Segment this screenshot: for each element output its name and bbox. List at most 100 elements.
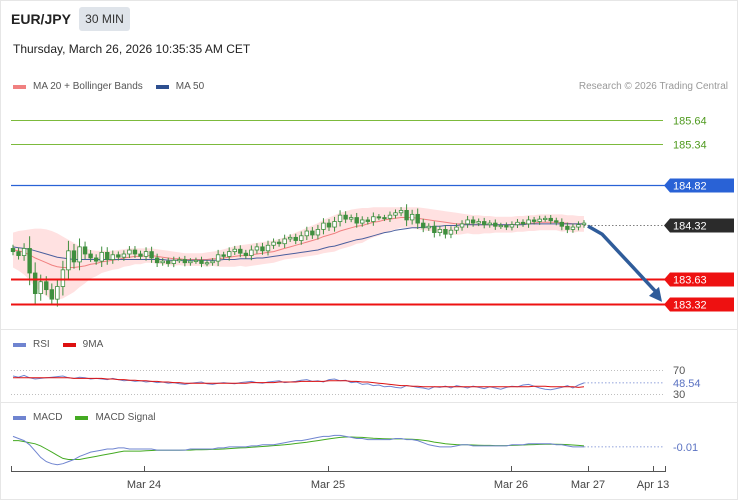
candle-body <box>60 269 66 287</box>
candle-body <box>44 281 49 291</box>
rsi-tick-70: 70 <box>673 365 685 377</box>
candle-body <box>437 229 443 234</box>
candle-body <box>243 252 249 256</box>
candle-body <box>210 260 215 264</box>
macd-last-value: -0.01 <box>673 442 698 454</box>
candle-body <box>188 260 193 264</box>
pivot-label-box <box>664 178 734 193</box>
candle-body <box>276 241 282 245</box>
bollinger-band-area <box>13 207 584 300</box>
candle-body <box>454 226 459 231</box>
candle-body <box>559 221 565 227</box>
candle-body <box>49 289 55 300</box>
candle-body <box>315 229 321 236</box>
candle-body <box>520 221 526 225</box>
rsi-ma-legend-label: 9MA <box>82 339 104 350</box>
candle-body <box>199 259 204 264</box>
support-label-box-6 <box>664 297 734 312</box>
candle-body <box>498 225 504 228</box>
candle-body <box>504 225 509 228</box>
candle-body <box>299 235 304 241</box>
candle-body <box>88 253 93 259</box>
candle-body <box>415 213 420 224</box>
pivot-label: 184.82 <box>673 181 707 193</box>
candle-body <box>570 226 576 230</box>
candle-body <box>409 213 415 221</box>
candle-body <box>182 259 188 264</box>
macd-line <box>12 434 584 466</box>
candle-body <box>581 222 587 226</box>
candle-body <box>221 254 226 257</box>
resistance-label-2: 185.34 <box>673 140 707 152</box>
price-legend: MA 20 + Bollinger Bands MA 50 <box>13 81 204 92</box>
candle-body <box>476 221 481 224</box>
forecast-arrow-line <box>587 224 658 294</box>
candle-body <box>321 222 326 230</box>
candle-body <box>404 210 409 221</box>
x-tick-label-4: Apr 13 <box>637 479 669 491</box>
x-tick-label-0: Mar 24 <box>127 479 161 491</box>
timeframe-badge[interactable]: 30 MIN <box>79 7 130 31</box>
rsi-ma-legend-swatch <box>62 342 76 347</box>
candle-body <box>382 217 387 220</box>
x-tick-label-2: Mar 26 <box>494 479 528 491</box>
candle-body <box>343 214 348 220</box>
candle-body <box>304 230 310 237</box>
ma20-legend-swatch <box>13 84 26 89</box>
candle-body <box>293 236 298 241</box>
candle-body <box>138 253 143 257</box>
support-label-6: 183.32 <box>673 300 707 312</box>
candles-group <box>10 204 587 307</box>
candle-body <box>332 221 337 228</box>
rsi-line <box>12 374 585 391</box>
candle-body <box>565 225 570 230</box>
candle-body <box>160 260 165 264</box>
symbol-title: EUR/JPY <box>11 11 71 27</box>
x-tick-label-1: Mar 25 <box>311 479 345 491</box>
candle-body <box>515 221 520 226</box>
candle-body <box>542 217 548 220</box>
candle-body <box>82 246 88 255</box>
rsi-tick-30: 30 <box>673 389 685 401</box>
candle-body <box>21 248 27 256</box>
candle-body <box>376 216 382 219</box>
candle-body <box>16 251 21 256</box>
macd-signal-legend-label: MACD Signal <box>95 412 156 423</box>
rsi-legend-label: RSI <box>33 339 50 350</box>
candle-body <box>55 286 60 300</box>
candle-body <box>249 249 254 256</box>
candle-body <box>487 222 492 226</box>
candle-body <box>121 253 127 258</box>
candle-body <box>166 260 171 264</box>
candle-body <box>177 259 182 262</box>
candle-body <box>470 219 476 224</box>
candle-body <box>531 219 537 222</box>
candle-body <box>310 230 315 236</box>
candle-body <box>365 219 370 222</box>
candle-body <box>448 229 454 235</box>
candle-body <box>360 219 365 224</box>
candle-body <box>238 248 243 254</box>
candle-body <box>127 249 132 255</box>
candle-body <box>171 259 176 264</box>
candle-body <box>105 252 110 260</box>
candle-body <box>149 251 154 259</box>
candle-body <box>282 238 287 245</box>
candle-body <box>32 272 38 295</box>
candle-body <box>554 220 559 223</box>
credit-text: Research © 2026 Trading Central <box>578 81 728 92</box>
forecast-arrow-head <box>649 286 662 302</box>
candle-body <box>232 248 237 253</box>
candle-body <box>354 217 359 224</box>
macd-legend-swatch <box>13 415 26 420</box>
candle-body <box>71 250 77 263</box>
candle-body <box>509 224 515 228</box>
candle-body <box>227 251 232 257</box>
ma50-legend-label: MA 50 <box>175 81 205 92</box>
candle-body <box>576 224 581 228</box>
candle-body <box>371 216 376 222</box>
candle-body <box>66 250 71 271</box>
candle-body <box>77 246 82 263</box>
macd-legend: MACD MACD Signal <box>13 412 155 423</box>
